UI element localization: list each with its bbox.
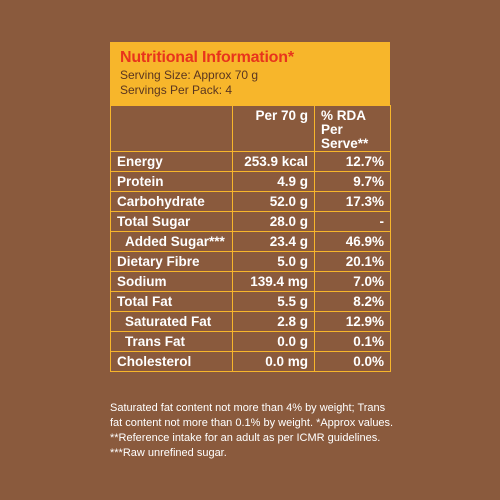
column-header-per-serving: Per 70 g <box>232 105 315 152</box>
nutrient-rda: - <box>314 211 391 232</box>
nutrient-rda: 0.1% <box>314 331 391 352</box>
table-row: Sodium 139.4 mg 7.0% <box>110 271 391 292</box>
nutrient-rda: 12.7% <box>314 151 391 172</box>
nutrient-rda: 9.7% <box>314 171 391 192</box>
nutrient-per-serving: 4.9 g <box>232 171 315 192</box>
servings-per-pack: Servings Per Pack: 4 <box>120 83 233 97</box>
nutrient-rda: 17.3% <box>314 191 391 212</box>
nutrient-per-serving: 28.0 g <box>232 211 315 232</box>
nutrient-per-serving: 0.0 g <box>232 331 315 352</box>
column-header-rda: % RDA Per Serve** <box>314 105 391 152</box>
table-row: Trans Fat 0.0 g 0.1% <box>110 331 391 352</box>
nutrient-name: Total Fat <box>110 291 233 312</box>
table-row: Cholesterol 0.0 mg 0.0% <box>110 351 391 372</box>
nutrient-per-serving: 52.0 g <box>232 191 315 212</box>
nutrient-name: Energy <box>110 151 233 172</box>
nutrient-per-serving: 5.5 g <box>232 291 315 312</box>
table-header-row: Per 70 g % RDA Per Serve** <box>110 105 391 152</box>
table-row: Saturated Fat 2.8 g 12.9% <box>110 311 391 332</box>
table-row: Energy 253.9 kcal 12.7% <box>110 151 391 172</box>
nutrient-rda: 46.9% <box>314 231 391 252</box>
nutrient-name: Carbohydrate <box>110 191 233 212</box>
nutrient-name: Trans Fat <box>110 331 233 352</box>
nutrient-name: Added Sugar*** <box>110 231 233 252</box>
serving-size: Serving Size: Approx 70 g <box>120 68 259 82</box>
nutrition-header: Nutritional Information* Serving Size: A… <box>110 42 390 105</box>
column-header-nutrient <box>110 105 233 152</box>
nutrient-per-serving: 2.8 g <box>232 311 315 332</box>
nutrition-table: Per 70 g % RDA Per Serve** Energy 253.9 k… <box>110 105 391 372</box>
table-row: Total Fat 5.5 g 8.2% <box>110 291 391 312</box>
footnote: Saturated fat content not more than 4% b… <box>110 402 394 459</box>
nutrient-name: Saturated Fat <box>110 311 233 332</box>
nutrient-rda: 20.1% <box>314 251 391 272</box>
nutrient-per-serving: 253.9 kcal <box>232 151 315 172</box>
table-row: Carbohydrate 52.0 g 17.3% <box>110 191 391 212</box>
table-row: Added Sugar*** 23.4 g 46.9% <box>110 231 391 252</box>
table-row: Dietary Fibre 5.0 g 20.1% <box>110 251 391 272</box>
table-row: Total Sugar 28.0 g- <box>110 211 391 232</box>
table-row: Protein 4.9 g 9.7% <box>110 171 391 192</box>
nutrient-name: Dietary Fibre <box>110 251 233 272</box>
nutrient-rda: 0.0% <box>314 351 391 372</box>
nutrient-per-serving: 139.4 mg <box>232 271 315 292</box>
nutrient-name: Cholesterol <box>110 351 233 372</box>
nutrient-rda: 12.9% <box>314 311 391 332</box>
nutrient-rda: 8.2% <box>314 291 391 312</box>
nutrition-panel: Nutritional Information* Serving Size: A… <box>110 42 391 372</box>
nutrient-per-serving: 5.0 g <box>232 251 315 272</box>
nutrient-name: Protein <box>110 171 233 192</box>
nutrition-title: Nutritional Information* <box>120 49 294 66</box>
nutrient-per-serving: 23.4 g <box>232 231 315 252</box>
nutrient-name: Sodium <box>110 271 233 292</box>
nutrient-per-serving: 0.0 mg <box>232 351 315 372</box>
nutrient-name: Total Sugar <box>110 211 233 232</box>
nutrient-rda: 7.0% <box>314 271 391 292</box>
